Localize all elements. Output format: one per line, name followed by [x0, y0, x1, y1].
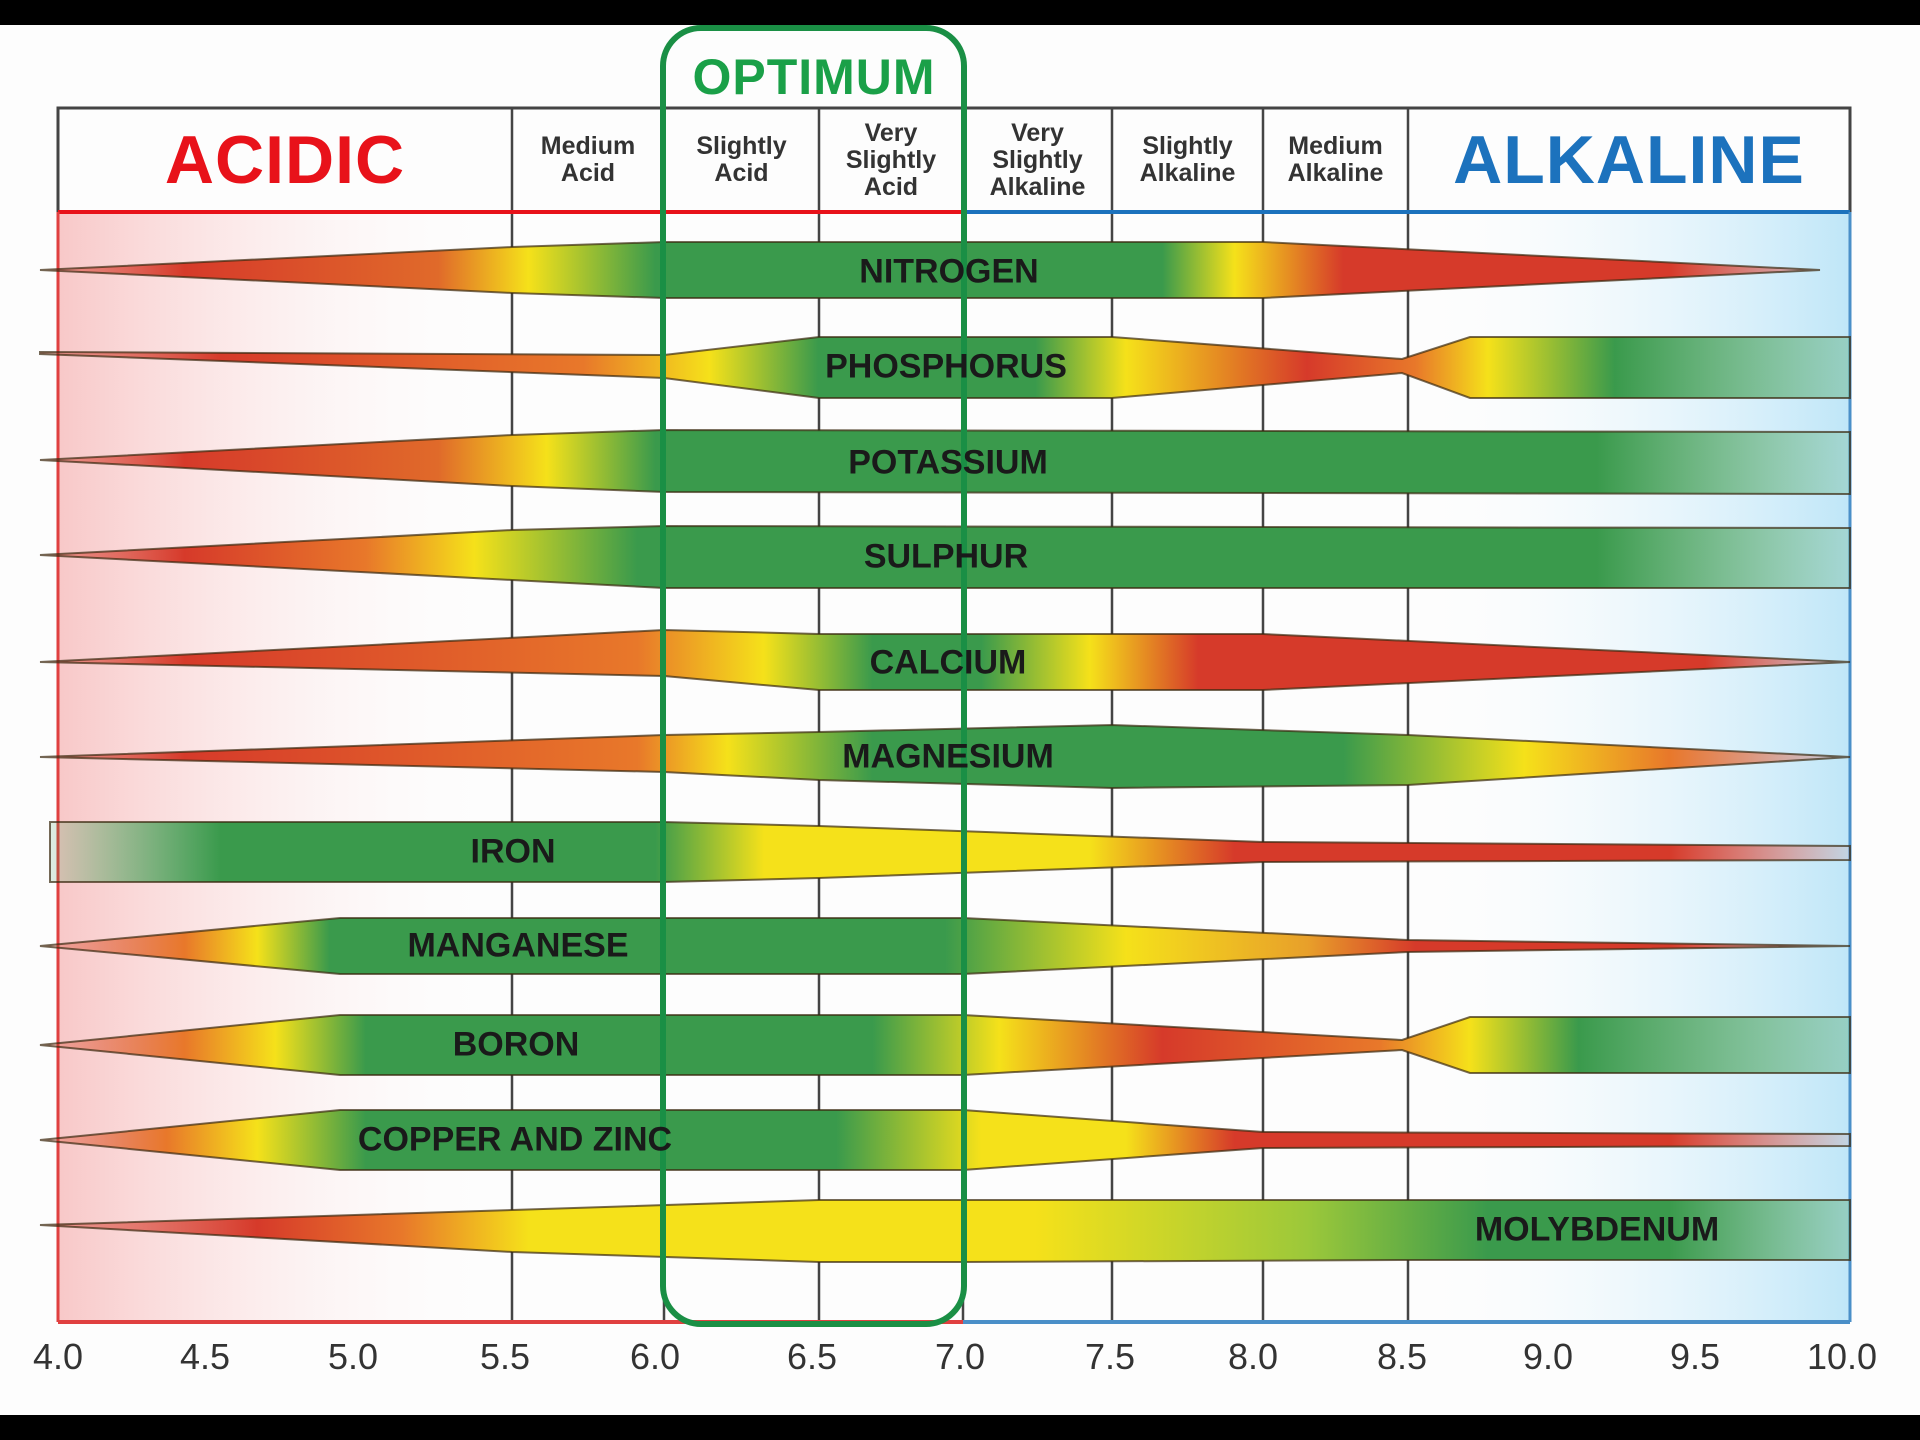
x-tick: 4.5 — [179, 1336, 231, 1377]
band-label-nitrogen: NITROGEN — [859, 252, 1039, 291]
header-very-slightly-alkaline: Very Slightly Alkaline — [963, 108, 1112, 212]
header-alkaline: ALKALINE — [1408, 108, 1850, 212]
band-nitrogen — [39, 241, 1821, 299]
header-medium-alkaline: Medium Alkaline — [1263, 108, 1408, 212]
header-cell-label: Very Slightly Alkaline — [989, 118, 1086, 201]
band-label-calcium: CALCIUM — [869, 643, 1027, 682]
x-tick: 6.0 — [629, 1336, 681, 1377]
band-label-potassium: POTASSIUM — [848, 443, 1048, 482]
alkaline-label: ALKALINE — [1453, 122, 1805, 198]
band-label-molybdenum: MOLYBDENUM — [1474, 1210, 1720, 1249]
band-label-iron: IRON — [470, 832, 556, 871]
header-cell-label: Medium Acid — [540, 132, 636, 187]
band-label-phosphorus: PHOSPHORUS — [825, 347, 1067, 386]
header-medium-acid: Medium Acid — [512, 108, 664, 212]
band-iron — [49, 821, 1851, 883]
optimum-label: OPTIMUM — [692, 49, 936, 105]
acidic-label: ACIDIC — [164, 122, 406, 198]
band-label-copper-zinc: COPPER AND ZINC — [357, 1120, 673, 1159]
header-very-slightly-acid: Very Slightly Acid — [819, 108, 963, 212]
x-tick: 5.0 — [327, 1336, 379, 1377]
band-manganese — [39, 917, 1851, 975]
band-potassium — [39, 428, 1851, 496]
header-cell-label: Slightly Alkaline — [1139, 132, 1236, 187]
header-slightly-acid: Slightly Acid — [664, 108, 819, 212]
band-boron — [39, 1014, 1851, 1076]
x-tick: 9.5 — [1669, 1336, 1721, 1377]
x-tick: 7.0 — [934, 1336, 986, 1377]
header-cell-label: Very Slightly Acid — [845, 118, 937, 201]
band-copper-zinc — [39, 1109, 1851, 1171]
header-slightly-alkaline: Slightly Alkaline — [1112, 108, 1263, 212]
band-molybdenum — [39, 1199, 1851, 1263]
top-letterbox — [0, 0, 1920, 25]
x-tick: 5.5 — [479, 1336, 531, 1377]
band-label-magnesium: MAGNESIUM — [842, 737, 1054, 776]
x-tick: 4.0 — [32, 1336, 84, 1377]
header-cell-label: Slightly Acid — [696, 132, 787, 187]
band-sulphur — [39, 524, 1851, 589]
band-label-boron: BORON — [452, 1025, 580, 1064]
band-label-manganese: MANGANESE — [407, 926, 629, 965]
x-tick: 9.0 — [1522, 1336, 1574, 1377]
band-calcium — [39, 628, 1851, 691]
band-label-sulphur: SULPHUR — [863, 537, 1029, 576]
x-tick: 7.5 — [1084, 1336, 1136, 1377]
bottom-letterbox — [0, 1415, 1920, 1440]
x-tick: 8.0 — [1227, 1336, 1279, 1377]
x-tick: 8.5 — [1376, 1336, 1428, 1377]
header-cell-label: Medium Alkaline — [1287, 132, 1384, 187]
x-tick: 6.5 — [786, 1336, 838, 1377]
band-phosphorus — [39, 336, 1851, 399]
x-tick: 10.0 — [1806, 1336, 1878, 1377]
header-acidic: ACIDIC — [58, 108, 512, 212]
band-magnesium — [39, 723, 1851, 790]
